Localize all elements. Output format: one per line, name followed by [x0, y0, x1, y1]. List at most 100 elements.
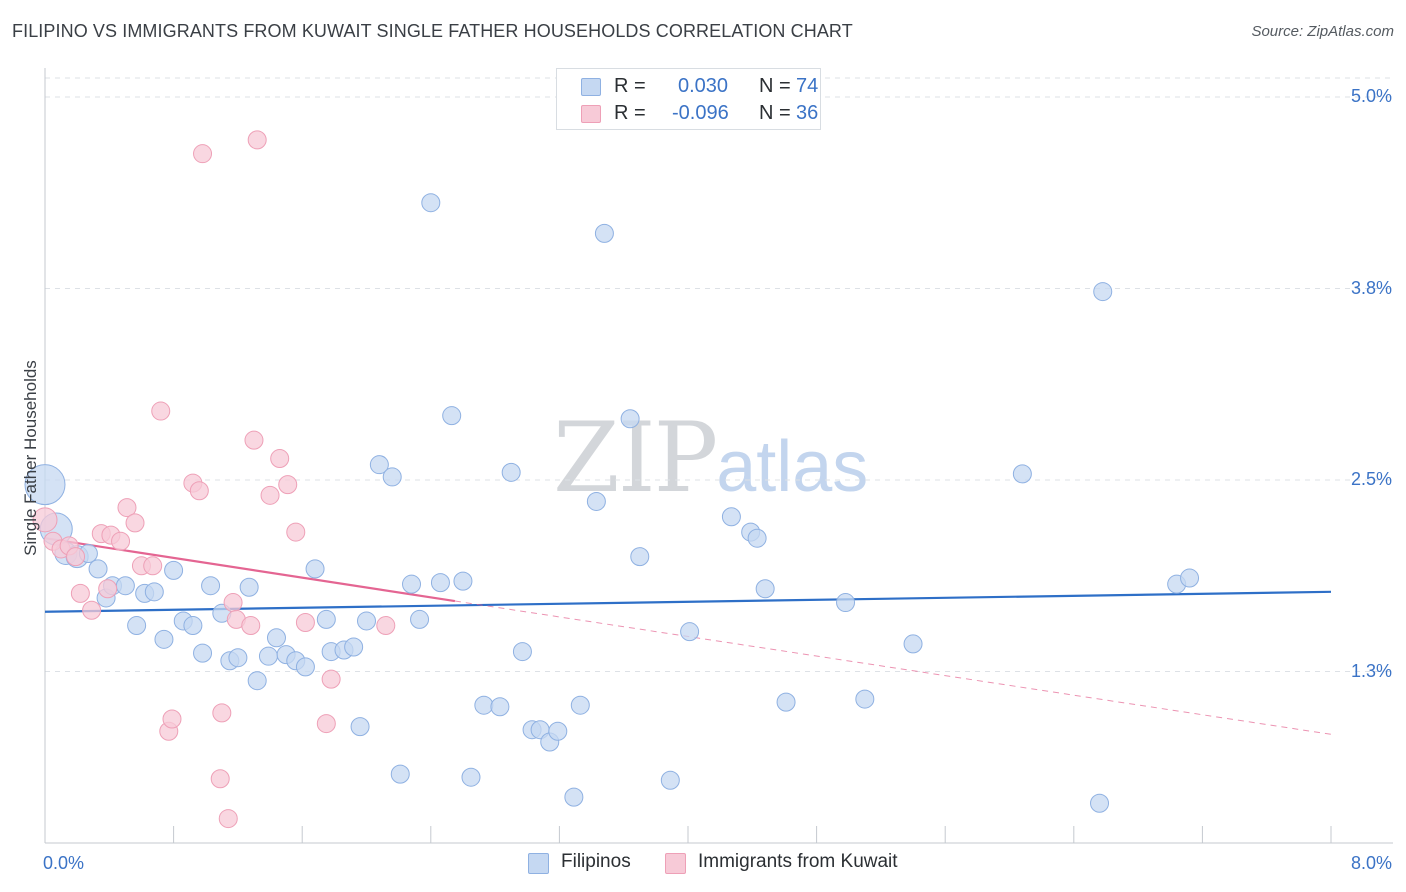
point-filipinos — [474, 695, 494, 715]
point-kuwait — [32, 507, 58, 533]
y-tick-label: 2.5% — [1350, 469, 1392, 489]
point-filipinos — [564, 787, 584, 807]
point-filipinos — [501, 462, 521, 482]
point-filipinos — [247, 671, 267, 691]
point-filipinos — [154, 629, 174, 649]
point-kuwait — [321, 669, 341, 689]
axes — [44, 68, 1393, 844]
point-kuwait — [117, 498, 137, 518]
point-filipinos — [755, 579, 775, 599]
point-filipinos — [258, 646, 278, 666]
point-filipinos — [305, 559, 325, 579]
point-kuwait — [241, 616, 261, 636]
bottom-legend-swatch-blue — [528, 853, 549, 874]
point-filipinos — [461, 767, 481, 787]
point-filipinos — [1012, 464, 1032, 484]
point-kuwait — [223, 593, 243, 613]
point-filipinos — [295, 657, 315, 677]
point-filipinos — [903, 634, 923, 654]
point-kuwait — [98, 579, 118, 599]
legend-r-value: -0.096 — [672, 102, 729, 124]
point-filipinos — [1180, 568, 1200, 588]
point-kuwait — [295, 612, 315, 632]
y-axis-label: Single Father Households — [21, 360, 40, 556]
point-kuwait — [151, 401, 171, 421]
point-kuwait — [210, 769, 230, 789]
y-tick-label: 5.0% — [1350, 86, 1392, 106]
point-kuwait — [143, 556, 163, 576]
point-filipinos — [453, 571, 473, 591]
bottom-legend-swatch-pink — [665, 853, 686, 874]
data-points — [24, 130, 1200, 829]
point-filipinos — [855, 689, 875, 709]
legend-r-label: R = — [614, 102, 646, 124]
point-filipinos — [421, 193, 441, 213]
point-filipinos — [721, 507, 741, 527]
point-filipinos — [266, 628, 286, 648]
point-kuwait — [189, 481, 209, 501]
point-filipinos — [1093, 282, 1113, 302]
legend-n-label: N = — [759, 75, 791, 97]
trend-lines — [44, 537, 1332, 735]
point-kuwait — [212, 703, 232, 723]
point-filipinos — [442, 406, 462, 426]
point-filipinos — [594, 223, 614, 243]
point-filipinos — [660, 770, 680, 790]
legend-r-value: 0.030 — [678, 75, 729, 97]
point-kuwait — [111, 531, 131, 551]
legend-swatch-pink — [581, 105, 601, 123]
point-filipinos — [430, 573, 450, 593]
point-filipinos — [490, 697, 510, 717]
point-filipinos — [402, 574, 422, 594]
point-filipinos — [127, 616, 147, 636]
correlation-legend: R = 0.030 N = 74 R = -0.096 N = 36 — [556, 68, 821, 130]
point-filipinos — [548, 721, 568, 741]
point-filipinos — [115, 576, 135, 596]
point-filipinos — [512, 642, 532, 662]
x-tick-min: 0.0% — [43, 853, 85, 873]
point-filipinos — [630, 547, 650, 567]
trend-line-kuwait-extension — [454, 600, 1332, 735]
point-filipinos — [24, 464, 66, 506]
point-filipinos — [586, 491, 606, 511]
y-tick-label: 1.3% — [1350, 661, 1392, 681]
point-filipinos — [1090, 793, 1110, 813]
point-filipinos — [570, 695, 590, 715]
point-filipinos — [201, 576, 221, 596]
point-kuwait — [70, 583, 90, 603]
point-filipinos — [369, 455, 389, 475]
point-filipinos — [239, 577, 259, 597]
point-filipinos — [183, 616, 203, 636]
point-filipinos — [776, 692, 796, 712]
point-filipinos — [316, 609, 336, 629]
x-tick-max: 8.0% — [1350, 853, 1392, 873]
trend-line-filipinos — [44, 590, 1332, 613]
point-filipinos — [410, 609, 430, 629]
point-kuwait — [218, 809, 238, 829]
point-kuwait — [125, 513, 145, 533]
point-filipinos — [193, 643, 213, 663]
point-filipinos — [144, 582, 164, 602]
legend-r-label: R = — [614, 75, 646, 97]
y-tick-label: 3.8% — [1350, 278, 1392, 298]
point-kuwait — [316, 714, 336, 734]
point-filipinos — [680, 622, 700, 642]
point-kuwait — [286, 522, 306, 542]
bottom-legend-label: Filipinos — [561, 851, 631, 872]
point-filipinos — [357, 611, 376, 631]
point-kuwait — [193, 144, 213, 164]
bottom-legend-label: Immigrants from Kuwait — [698, 851, 898, 872]
trend-line-kuwait — [44, 537, 456, 603]
point-filipinos — [228, 648, 248, 668]
point-kuwait — [270, 449, 290, 469]
legend-n-value: 36 — [796, 102, 819, 124]
point-kuwait — [162, 709, 182, 729]
point-kuwait — [260, 485, 280, 505]
watermark-atlas: atlas — [716, 427, 869, 507]
point-filipinos — [390, 764, 410, 784]
point-filipinos — [836, 593, 856, 613]
source-credit: Source: ZipAtlas.com — [1251, 23, 1394, 40]
point-kuwait — [247, 130, 267, 150]
point-kuwait — [244, 430, 264, 450]
